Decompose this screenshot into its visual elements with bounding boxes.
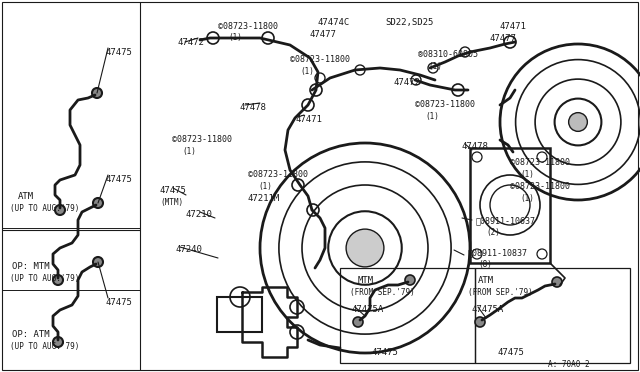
Text: (2): (2): [486, 228, 500, 237]
Text: 47475A: 47475A: [352, 305, 384, 314]
Text: (FROM SEP.'79): (FROM SEP.'79): [350, 288, 415, 297]
Text: 47474C: 47474C: [318, 18, 350, 27]
Text: ©08723-11800: ©08723-11800: [248, 170, 308, 179]
Text: ®08310-60805: ®08310-60805: [418, 50, 478, 59]
Text: 47478: 47478: [240, 103, 267, 112]
Text: ©08723-11800: ©08723-11800: [218, 22, 278, 31]
Text: OP: ATM: OP: ATM: [12, 330, 50, 339]
Text: 47475: 47475: [105, 48, 132, 57]
Bar: [217, 297, 262, 332]
Text: (FROM SEP.'79): (FROM SEP.'79): [468, 288, 532, 297]
Circle shape: [405, 275, 415, 285]
Circle shape: [93, 257, 103, 267]
Text: MTM: MTM: [358, 276, 374, 285]
Text: 47475: 47475: [105, 175, 132, 184]
Text: (1): (1): [258, 182, 272, 191]
Circle shape: [55, 205, 65, 215]
Text: 47475: 47475: [498, 348, 525, 357]
Text: (1): (1): [520, 170, 534, 179]
Text: ©08723-11800: ©08723-11800: [510, 182, 570, 191]
Text: (8): (8): [478, 260, 492, 269]
Text: 47240: 47240: [175, 245, 202, 254]
Text: A: 70A0 2: A: 70A0 2: [548, 360, 589, 369]
Text: (UP TO AUG.'79): (UP TO AUG.'79): [10, 342, 79, 351]
Text: 47475: 47475: [372, 348, 399, 357]
Text: (UP TO AUG.'79): (UP TO AUG.'79): [10, 204, 79, 213]
Text: ATM: ATM: [18, 192, 34, 201]
Text: (1): (1): [520, 194, 534, 203]
Circle shape: [346, 229, 384, 267]
Circle shape: [53, 275, 63, 285]
Text: (UP TO AUG.'79): (UP TO AUG.'79): [10, 274, 79, 283]
Circle shape: [552, 277, 562, 287]
Text: 47472: 47472: [178, 38, 205, 47]
Text: (1): (1): [425, 112, 439, 121]
Text: 47477: 47477: [310, 30, 337, 39]
Bar: [475, 268, 630, 363]
Circle shape: [92, 88, 102, 98]
Text: 47477: 47477: [490, 34, 517, 43]
Text: 47471: 47471: [295, 115, 322, 124]
Circle shape: [93, 198, 103, 208]
Text: 47472: 47472: [393, 78, 420, 87]
Text: (MTM): (MTM): [160, 198, 183, 207]
Circle shape: [569, 113, 588, 131]
Text: ©08723-11800: ©08723-11800: [415, 100, 475, 109]
Text: ©08723-11800: ©08723-11800: [172, 135, 232, 144]
Text: OP: MTM: OP: MTM: [12, 262, 50, 271]
Text: ⓝ08911-10837: ⓝ08911-10837: [468, 248, 528, 257]
Text: ⓝ08911-10637: ⓝ08911-10637: [476, 216, 536, 225]
Text: (1): (1): [228, 33, 242, 42]
Text: 47475A: 47475A: [472, 305, 504, 314]
Text: (1): (1): [300, 67, 314, 76]
Circle shape: [475, 317, 485, 327]
Text: ©08723-11800: ©08723-11800: [290, 55, 350, 64]
Circle shape: [53, 337, 63, 347]
Text: 47475: 47475: [105, 298, 132, 307]
Text: SD22,SD25: SD22,SD25: [385, 18, 433, 27]
Text: 47471: 47471: [500, 22, 527, 31]
Text: (1): (1): [428, 62, 442, 71]
Text: 47475: 47475: [160, 186, 187, 195]
Circle shape: [353, 317, 363, 327]
Text: 47210: 47210: [186, 210, 213, 219]
Text: ©08723-11800: ©08723-11800: [510, 158, 570, 167]
Text: 47211M: 47211M: [248, 194, 280, 203]
Bar: [340, 268, 475, 363]
Text: ATM: ATM: [478, 276, 494, 285]
Text: (1): (1): [182, 147, 196, 156]
Bar: [470, 148, 550, 263]
Text: 47478: 47478: [462, 142, 489, 151]
